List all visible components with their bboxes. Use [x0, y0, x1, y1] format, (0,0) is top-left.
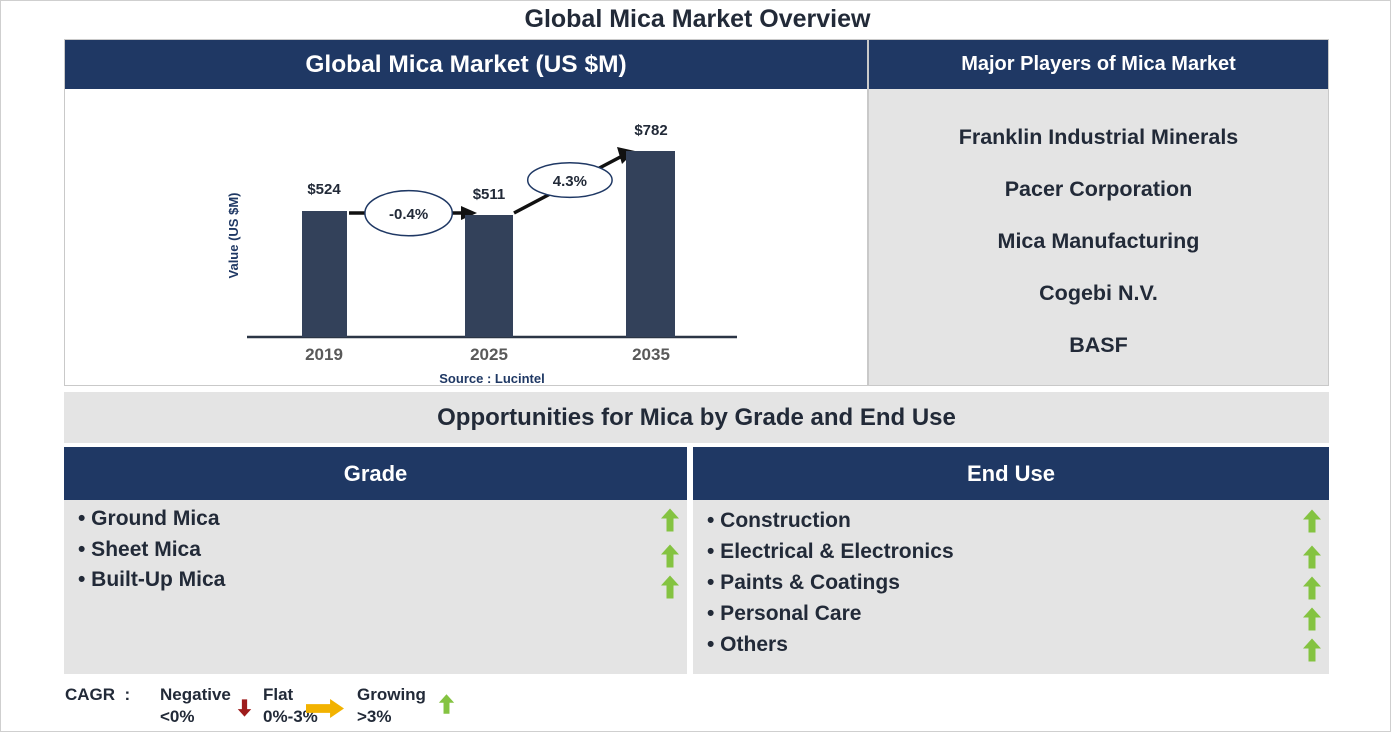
svg-text:2025: 2025: [470, 345, 508, 364]
svg-text:-0.4%: -0.4%: [389, 206, 428, 223]
svg-text:4.3%: 4.3%: [553, 173, 587, 190]
svg-text:$782: $782: [634, 122, 667, 139]
svg-text:Source : Lucintel: Source : Lucintel: [439, 371, 544, 386]
svg-text:2035: 2035: [632, 345, 670, 364]
svg-text:$524: $524: [307, 181, 341, 198]
svg-text:2019: 2019: [305, 345, 343, 364]
svg-text:$511: $511: [473, 186, 506, 203]
